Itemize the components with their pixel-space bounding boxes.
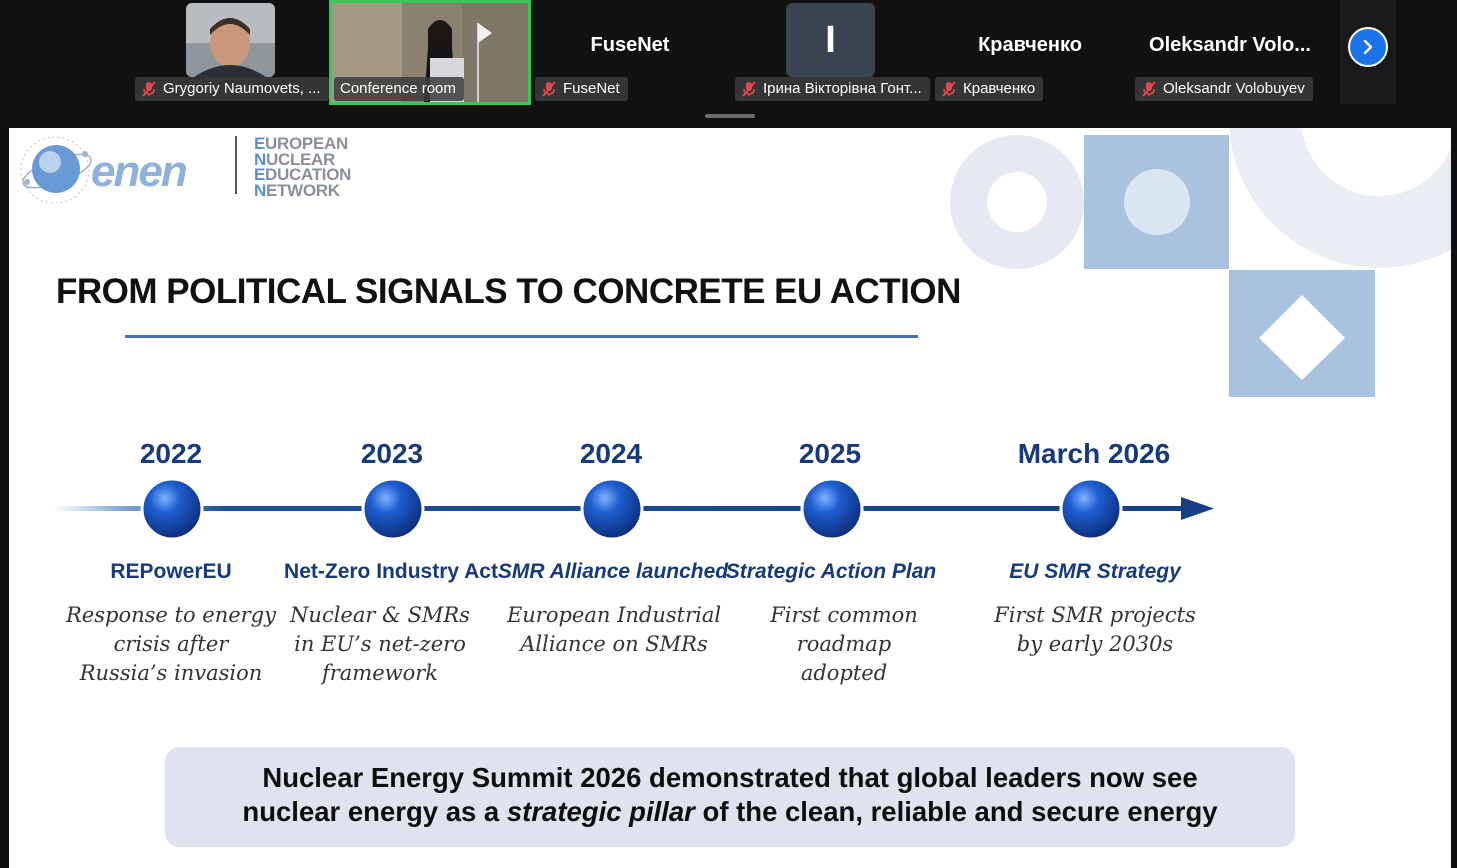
timeline-event-title: REPowerEU (110, 560, 232, 583)
desc-line: First common roadmap (770, 603, 918, 656)
desc-line: crisis after (113, 632, 229, 656)
mic-off-icon (142, 81, 156, 97)
desc-line: Nuclear & SMRs (290, 603, 470, 627)
mic-off-icon (542, 81, 556, 97)
participant-name: Ірина Вікторівна Гонт... (763, 80, 922, 97)
org-line-1: EUROPEAN (254, 134, 348, 153)
timeline-event-desc: First common roadmap adopted (724, 601, 964, 688)
timeline-year: 2024 (579, 438, 643, 469)
org-name: EUROPEAN NUCLEAR EDUCATION NETWORK (254, 134, 352, 200)
mic-off-icon (942, 81, 956, 97)
enen-logo: enen enen (19, 134, 234, 213)
timeline-event-title: Net-Zero Industry Act (284, 560, 498, 583)
decorative-shapes (950, 128, 1451, 397)
timeline-event-title: SMR Alliance launched (497, 560, 729, 583)
desc-line: Russia’s invasion (79, 661, 263, 685)
participant-label-iryna: Ірина Вікторівна Гонт... (735, 77, 930, 101)
chevron-right-icon (1363, 39, 1373, 55)
timeline-event-title: EU SMR Strategy (1009, 560, 1181, 583)
desc-line: adopted (800, 661, 888, 685)
participant-name: FuseNet (563, 80, 620, 97)
participant-video-grygoriy (186, 3, 275, 77)
org-line-4: NETWORK (254, 180, 340, 200)
desc-line: Response to energy (66, 603, 276, 627)
participant-tile-grygoriy[interactable]: Grygoriy Naumovets, ... (135, 0, 329, 104)
timeline-node-2023 (361, 477, 425, 541)
slide-title: FROM POLITICAL SIGNALS TO CONCRETE EU AC… (56, 272, 961, 311)
participant-display-name: Кравченко (978, 34, 1082, 56)
logo-divider (235, 136, 237, 194)
participant-display-name: FuseNet (590, 34, 670, 56)
participant-name: Кравченко (963, 80, 1036, 97)
participant-display-name: Oleksandr Volo... (1149, 34, 1311, 56)
timeline-year: 2023 (360, 438, 424, 469)
summary-line-1: Nuclear Energy Summit 2026 demonstrated … (262, 762, 1198, 793)
participant-label-kravchenko: Кравченко (935, 77, 1044, 101)
participant-tile-fusenet[interactable]: FuseNet FuseNet (535, 0, 725, 104)
summary-callout: Nuclear Energy Summit 2026 demonstrated … (165, 747, 1295, 847)
participant-label-oleksandr: Oleksandr Volobuyev (1135, 77, 1313, 101)
participant-tile-oleksandr[interactable]: Oleksandr Volo... Oleksandr Volobuyev (1135, 0, 1325, 104)
summary-text: of the clean, reliable and secure energy (694, 796, 1218, 827)
timeline-event-title: Strategic Action Plan (725, 560, 937, 583)
org-line-3: EDUCATION (254, 165, 352, 184)
shared-slide: enen enen EUROPEAN NUCLEAR EDUCATION NET… (9, 128, 1451, 868)
timeline-node-2024 (580, 477, 644, 541)
summary-line-2: nuclear energy as a strategic pillar of … (175, 795, 1285, 829)
mic-off-icon (1142, 81, 1156, 97)
timeline-event-desc: Nuclear & SMRs in EU’s net-zero framewor… (260, 601, 500, 688)
timeline-year: March 2026 (1017, 438, 1171, 469)
timeline-event-desc: First SMR projects by early 2030s (975, 601, 1215, 659)
desc-line: in EU’s net-zero (294, 632, 466, 656)
desc-line: framework (321, 661, 439, 685)
participant-name: Conference room (340, 80, 456, 97)
timeline-node-2022 (140, 477, 204, 541)
participant-avatar-iryna: I (786, 3, 875, 77)
next-participants-button[interactable] (1348, 27, 1388, 67)
participant-tile-conference-room[interactable]: Conference room (329, 0, 531, 105)
mic-off-icon (742, 81, 756, 97)
participant-label-fusenet: FuseNet (535, 77, 628, 101)
svg-text:enen: enen (91, 147, 187, 196)
summary-text: nuclear energy as a (242, 796, 507, 827)
avatar-initial: I (825, 18, 836, 61)
title-underline (125, 335, 918, 338)
participant-tile-kravchenko[interactable]: Кравченко Кравченко (935, 0, 1125, 104)
desc-line: First SMR projects (994, 603, 1196, 627)
participant-strip: Grygoriy Naumovets, ... Conference room … (0, 0, 1457, 128)
desc-line: by early 2030s (1016, 632, 1174, 656)
desc-line: European Industrial (506, 603, 722, 627)
timeline-track (54, 477, 1214, 541)
timeline-year: 2025 (798, 438, 862, 469)
summary-emphasis: strategic pillar (506, 796, 695, 827)
desc-line: Alliance on SMRs (520, 632, 708, 656)
participant-label-conference-room: Conference room (334, 77, 464, 101)
strip-scroll-indicator[interactable] (705, 114, 755, 118)
timeline-year: 2022 (139, 438, 203, 469)
org-line-2: NUCLEAR (254, 149, 336, 169)
timeline-event-desc: European Industrial Alliance on SMRs (494, 601, 734, 659)
participant-name: Grygoriy Naumovets, ... (163, 80, 321, 97)
timeline-node-2026 (1059, 477, 1123, 541)
participant-tile-iryna[interactable]: I Ірина Вікторівна Гонт... (735, 0, 930, 104)
timeline-node-2025 (800, 477, 864, 541)
timeline-event-desc: Response to energy crisis after Russia’s… (51, 601, 291, 688)
participant-label-grygoriy: Grygoriy Naumovets, ... (135, 77, 329, 101)
participant-name: Oleksandr Volobuyev (1163, 80, 1305, 97)
